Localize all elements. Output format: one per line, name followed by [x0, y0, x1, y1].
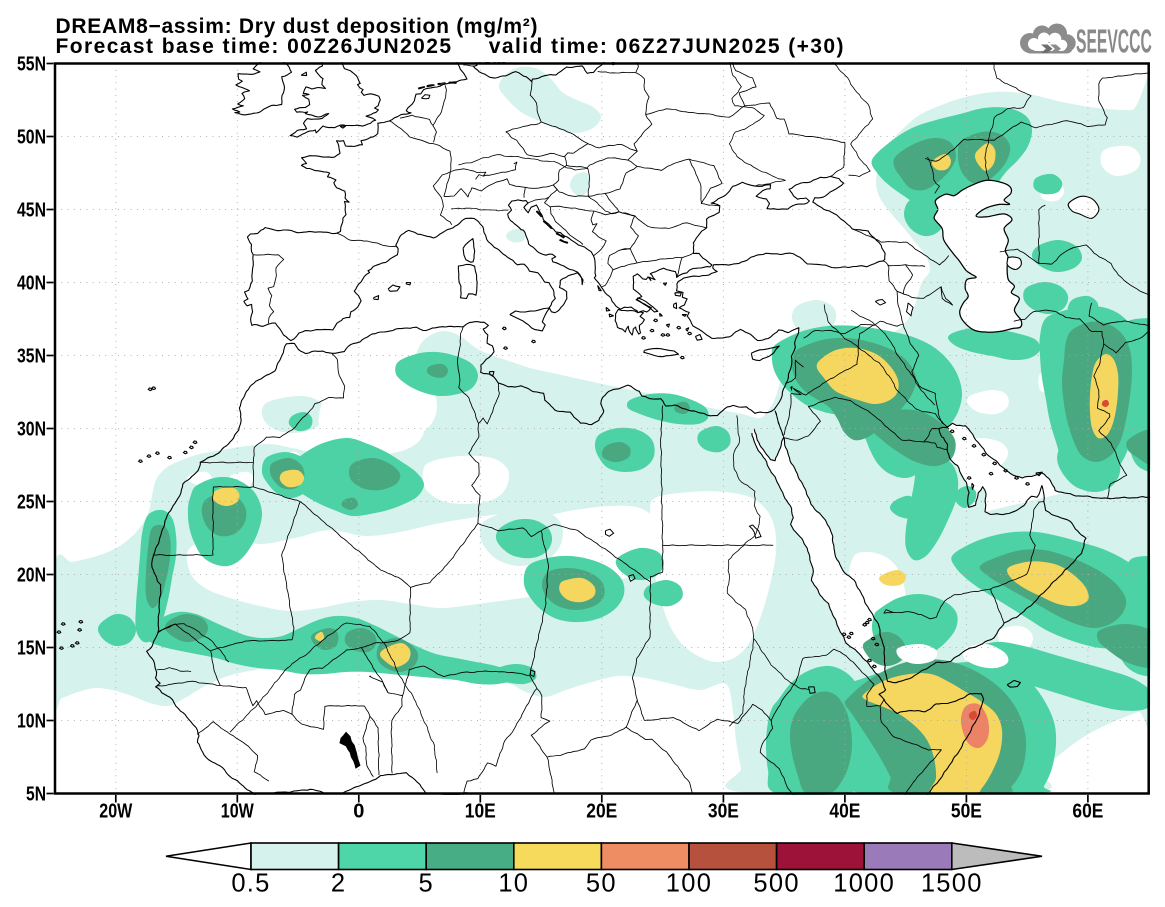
svg-text:20N: 20N [17, 565, 46, 587]
svg-text:5N: 5N [26, 784, 46, 806]
svg-text:55N: 55N [17, 54, 46, 76]
svg-text:1000: 1000 [833, 870, 895, 898]
svg-text:25N: 25N [17, 492, 46, 514]
svg-text:45N: 45N [17, 200, 46, 222]
svg-text:10N: 10N [17, 711, 46, 733]
svg-text:Forecast base time: 00Z26JUN20: Forecast base time: 00Z26JUN2025 valid t… [56, 35, 844, 58]
svg-text:40N: 40N [17, 273, 46, 295]
svg-text:30E: 30E [708, 801, 739, 823]
svg-text:15N: 15N [17, 638, 46, 660]
svg-text:0: 0 [353, 801, 364, 823]
svg-text:1500: 1500 [921, 870, 983, 898]
svg-text:10W: 10W [221, 801, 254, 823]
svg-text:10E: 10E [465, 801, 496, 823]
svg-text:DREAM8−assim: Dry dust deposit: DREAM8−assim: Dry dust deposition (mg/m²… [56, 15, 538, 38]
svg-text:100: 100 [666, 870, 712, 898]
svg-text:50E: 50E [951, 801, 982, 823]
svg-text:20W: 20W [99, 801, 132, 823]
svg-text:500: 500 [753, 870, 799, 898]
svg-text:50: 50 [586, 870, 617, 898]
svg-text:50N: 50N [17, 127, 46, 149]
svg-text:35N: 35N [17, 346, 46, 368]
svg-text:SEEVCCC: SEEVCCC [1076, 24, 1152, 60]
svg-text:20E: 20E [586, 801, 617, 823]
svg-text:30N: 30N [17, 419, 46, 441]
svg-text:40E: 40E [829, 801, 860, 823]
svg-text:10: 10 [498, 870, 529, 898]
svg-text:2: 2 [331, 870, 346, 898]
svg-text:5: 5 [418, 870, 433, 898]
svg-text:0.5: 0.5 [231, 870, 270, 898]
svg-text:60E: 60E [1072, 801, 1103, 823]
